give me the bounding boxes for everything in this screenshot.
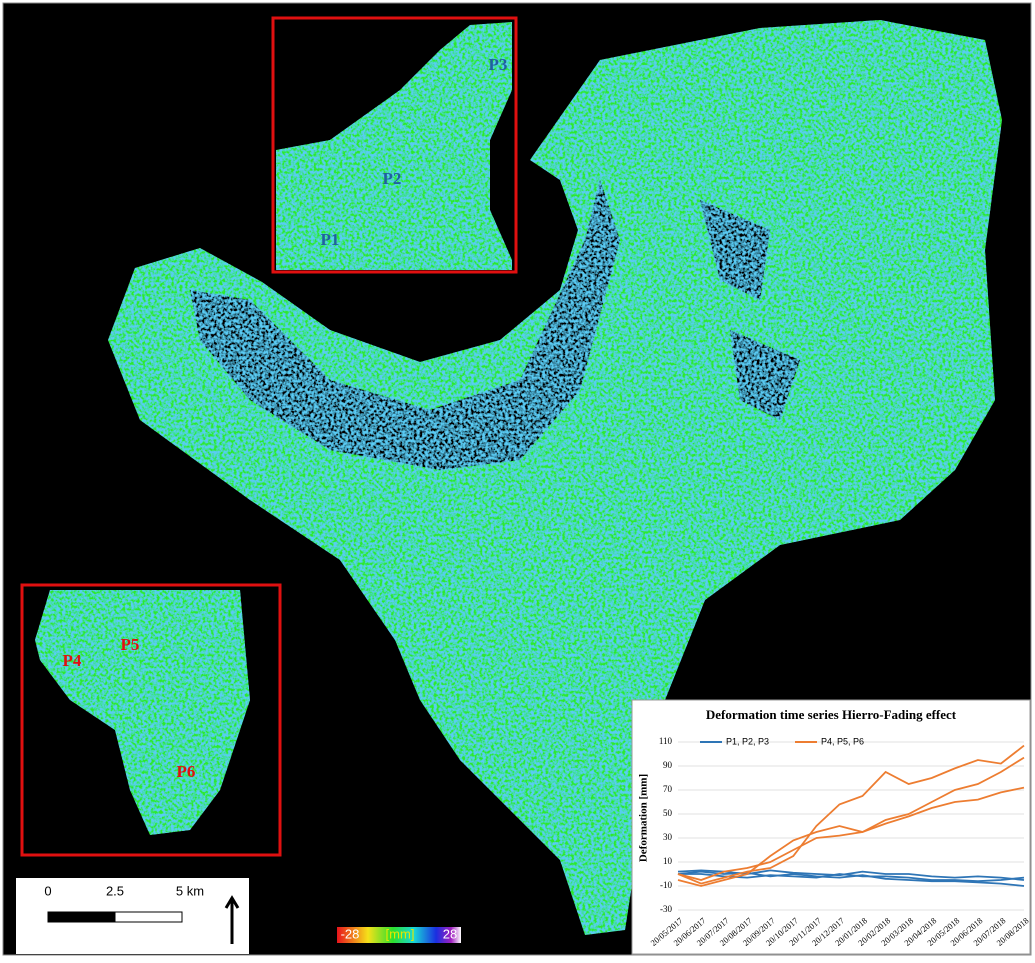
point-label: P2 [383, 169, 402, 188]
chart: Deformation time series Hierro-Fading ef… [632, 700, 1031, 954]
color-bar: -28 [mm] 28 [337, 926, 461, 943]
page: P1 P2 P3 P4 P5 P6 0 2.5 5 km -28 [mm] 28 Defo… [0, 0, 1035, 963]
point-label: P1 [321, 230, 340, 249]
y-tick-label: 70 [663, 784, 673, 794]
north-inset [273, 18, 516, 272]
color-bar-max: 28 [443, 926, 457, 941]
y-tick-label: 10 [663, 856, 673, 866]
scale-bar: 0 2.5 5 km [16, 878, 249, 954]
south-inset [22, 585, 280, 855]
y-tick-label: -30 [660, 904, 672, 914]
y-tick-label: 110 [659, 736, 673, 746]
color-bar-min: -28 [341, 926, 360, 941]
scale-label: 0 [44, 883, 51, 898]
y-tick-label: 30 [663, 832, 673, 842]
y-tick-label: 50 [663, 808, 673, 818]
y-axis-label: Deformation [mm] [638, 774, 650, 862]
color-bar-unit: [mm] [386, 926, 415, 941]
chart-title: Deformation time series Hierro-Fading ef… [706, 707, 957, 722]
point-label: P4 [63, 651, 82, 670]
legend-label: P1, P2, P3 [726, 736, 769, 746]
scale-label: 2.5 [106, 883, 124, 898]
y-tick-label: -10 [660, 880, 672, 890]
y-tick-label: 90 [663, 760, 673, 770]
scale-label: 5 km [176, 883, 204, 898]
point-label: P5 [121, 635, 140, 654]
figure: P1 P2 P3 P4 P5 P6 0 2.5 5 km -28 [mm] 28 Defo… [0, 0, 1035, 958]
legend-label: P4, P5, P6 [821, 736, 864, 746]
point-label: P6 [177, 762, 196, 781]
point-label: P3 [489, 55, 508, 74]
